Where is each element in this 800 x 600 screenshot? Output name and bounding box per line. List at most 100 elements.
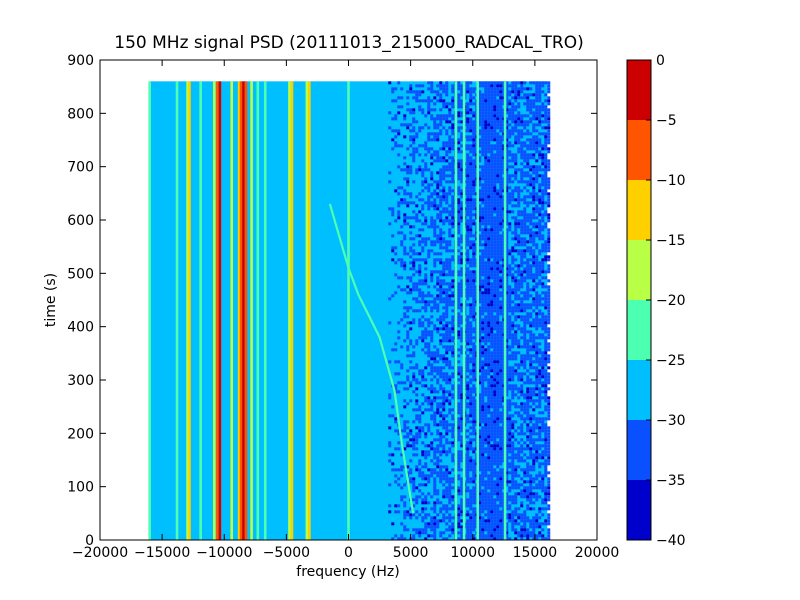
noise-cell [493,501,497,505]
noise-cell [466,120,470,124]
noise-cell [514,513,518,517]
noise-cell [508,330,512,334]
noise-cell [529,456,533,460]
noise-cell [406,345,410,349]
noise-cell [478,318,482,322]
noise-cell [391,246,395,250]
noise-cell [403,501,407,505]
noise-cell [415,435,419,439]
noise-cell [478,213,482,217]
noise-cell [445,441,449,445]
noise-cell [478,267,482,271]
noise-cell [529,357,533,361]
noise-cell [469,489,473,493]
noise-cell [490,315,494,319]
noise-cell [451,351,455,355]
noise-cell [436,423,440,427]
noise-cell [412,321,416,325]
noise-cell [493,264,497,268]
noise-cell [484,141,488,145]
noise-cell [541,396,545,400]
noise-cell [481,402,485,406]
noise-cell [424,498,428,502]
noise-cell [523,492,527,496]
noise-cell [460,390,464,394]
noise-cell [523,333,527,337]
noise-cell [403,177,407,181]
noise-cell [442,402,446,406]
noise-cell [505,459,509,463]
noise-cell [520,426,524,430]
noise-cell [484,498,488,502]
noise-cell [427,342,431,346]
noise-cell [484,159,488,163]
noise-cell [469,411,473,415]
noise-cell [547,264,551,268]
noise-cell [535,426,539,430]
noise-cell [538,447,542,451]
noise-cell [487,291,491,295]
noise-cell [466,294,470,298]
noise-cell [499,285,503,289]
noise-cell [496,144,500,148]
noise-cell [439,294,443,298]
noise-cell [478,102,482,106]
noise-cell [538,435,542,439]
noise-cell [466,153,470,157]
noise-cell [517,474,521,478]
noise-cell [460,456,464,460]
noise-cell [400,105,404,109]
noise-cell [532,318,536,322]
noise-cell [409,129,413,133]
noise-cell [439,201,443,205]
noise-cell [442,156,446,160]
noise-cell [493,384,497,388]
noise-cell [514,288,518,292]
noise-cell [514,384,518,388]
noise-cell [535,450,539,454]
noise-cell [505,189,509,193]
noise-cell [430,441,434,445]
noise-cell [406,123,410,127]
noise-cell [496,309,500,313]
noise-cell [538,324,542,328]
noise-cell [496,102,500,106]
noise-cell [505,96,509,100]
noise-cell [526,261,530,265]
noise-cell [451,336,455,340]
noise-cell [541,315,545,319]
noise-cell [433,453,437,457]
noise-cell [478,396,482,400]
noise-cell [532,258,536,262]
noise-cell [487,516,491,520]
noise-cell [508,336,512,340]
noise-cell [487,462,491,466]
noise-cell [430,414,434,418]
noise-cell [499,90,503,94]
noise-cell [538,219,542,223]
noise-cell [427,408,431,412]
noise-cell [541,384,545,388]
noise-cell [499,426,503,430]
noise-cell [409,231,413,235]
noise-cell [529,366,533,370]
noise-cell [496,471,500,475]
noise-cell [478,330,482,334]
noise-cell [544,387,548,391]
noise-cell [430,138,434,142]
noise-cell [484,201,488,205]
noise-cell [541,90,545,94]
noise-cell [421,90,425,94]
noise-cell [547,357,551,361]
noise-cell [487,474,491,478]
noise-cell [460,204,464,208]
noise-cell [541,81,545,85]
noise-cell [439,423,443,427]
noise-cell [493,345,497,349]
noise-cell [496,126,500,130]
noise-cell [541,246,545,250]
noise-cell [478,411,482,415]
noise-cell [508,108,512,112]
noise-cell [442,399,446,403]
noise-cell [478,495,482,499]
